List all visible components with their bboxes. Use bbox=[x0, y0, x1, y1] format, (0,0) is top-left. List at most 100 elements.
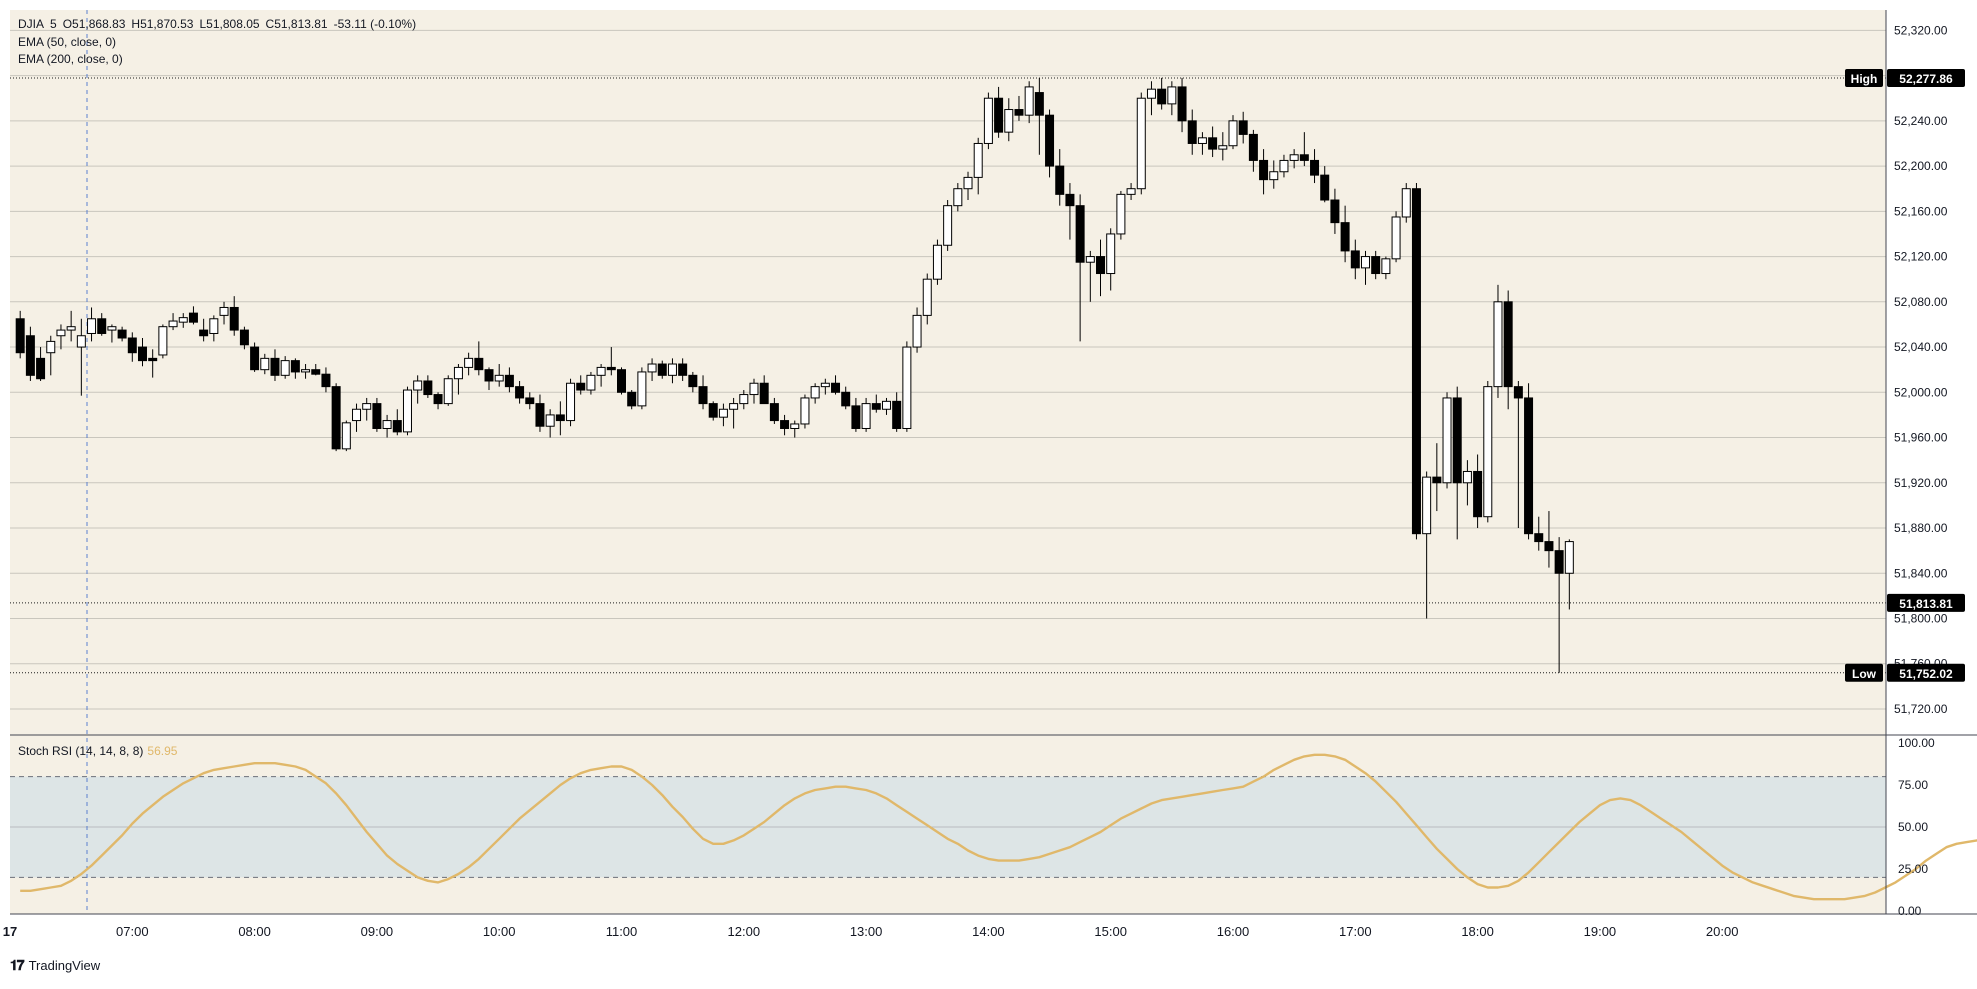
candle[interactable] bbox=[341, 420, 351, 452]
candle[interactable] bbox=[1177, 77, 1187, 133]
candle[interactable] bbox=[1024, 81, 1034, 124]
candle[interactable] bbox=[525, 392, 535, 410]
candle[interactable] bbox=[178, 313, 188, 328]
candle[interactable] bbox=[1524, 383, 1534, 540]
candle[interactable] bbox=[464, 352, 474, 376]
candle[interactable] bbox=[301, 364, 311, 379]
ema50-label[interactable]: EMA (50, close, 0) bbox=[18, 35, 117, 49]
candle[interactable] bbox=[1320, 166, 1330, 203]
candle[interactable] bbox=[708, 401, 718, 421]
candle[interactable] bbox=[87, 307, 97, 342]
candle[interactable] bbox=[1330, 188, 1340, 234]
candle[interactable] bbox=[667, 358, 677, 384]
candle[interactable] bbox=[1116, 190, 1126, 240]
candle[interactable] bbox=[780, 414, 790, 436]
candle[interactable] bbox=[759, 375, 769, 405]
candle[interactable] bbox=[1096, 239, 1106, 297]
candle[interactable] bbox=[413, 375, 423, 404]
candle[interactable] bbox=[1442, 392, 1452, 489]
candle[interactable] bbox=[749, 378, 759, 404]
candle[interactable] bbox=[1340, 205, 1350, 263]
candle[interactable] bbox=[688, 371, 698, 393]
candle[interactable] bbox=[1208, 126, 1218, 158]
candle[interactable] bbox=[973, 137, 983, 195]
candle[interactable] bbox=[586, 371, 596, 395]
candle[interactable] bbox=[25, 326, 35, 381]
candle[interactable] bbox=[810, 383, 820, 404]
candle[interactable] bbox=[1034, 77, 1044, 155]
candle[interactable] bbox=[1146, 81, 1156, 116]
candle[interactable] bbox=[107, 324, 117, 343]
candle[interactable] bbox=[270, 349, 280, 381]
candle[interactable] bbox=[1269, 160, 1279, 189]
candle[interactable] bbox=[647, 358, 657, 381]
candle[interactable] bbox=[362, 397, 372, 421]
candle[interactable] bbox=[15, 310, 25, 359]
candle[interactable] bbox=[66, 310, 76, 342]
candle[interactable] bbox=[953, 183, 963, 212]
candle[interactable] bbox=[739, 390, 749, 410]
candle[interactable] bbox=[831, 375, 841, 395]
candle[interactable] bbox=[1126, 183, 1136, 201]
candle[interactable] bbox=[433, 392, 443, 410]
ema200-legend[interactable]: EMA (200, close, 0) bbox=[18, 52, 129, 66]
candle[interactable] bbox=[627, 390, 637, 410]
candle[interactable] bbox=[321, 367, 331, 393]
stoch-axis[interactable]: 100.00 75.00 50.00 25.00 0.00 bbox=[1898, 736, 1935, 918]
candle[interactable] bbox=[729, 397, 739, 429]
stoch-legend[interactable]: Stoch RSI (14, 14, 8, 8) 56.95 bbox=[18, 744, 177, 758]
candle[interactable] bbox=[1248, 129, 1258, 172]
candle[interactable] bbox=[1401, 183, 1411, 223]
candle[interactable] bbox=[1289, 149, 1299, 169]
symbol-name[interactable]: DJIA bbox=[18, 17, 45, 31]
candle[interactable] bbox=[1493, 284, 1503, 398]
candle[interactable] bbox=[56, 324, 66, 350]
candle[interactable] bbox=[1238, 111, 1248, 144]
candle[interactable] bbox=[769, 397, 779, 424]
candle[interactable] bbox=[596, 364, 606, 387]
candle[interactable] bbox=[943, 200, 953, 251]
symbol-legend[interactable]: DJIA 5 O51,868.83 H51,870.53 L51,808.05 C51,8… bbox=[18, 17, 422, 31]
candle[interactable] bbox=[963, 171, 973, 201]
candle[interactable] bbox=[158, 324, 168, 359]
candle[interactable] bbox=[1381, 256, 1391, 280]
candle[interactable] bbox=[718, 403, 728, 427]
candle[interactable] bbox=[168, 313, 178, 331]
candle[interactable] bbox=[1197, 132, 1207, 155]
candle[interactable] bbox=[790, 420, 800, 438]
candle[interactable] bbox=[1106, 228, 1116, 291]
time-axis[interactable]: 17 07:00 08:00 09:00 10:00 11:00 12:00 13:00 14:… bbox=[3, 924, 1739, 939]
candle[interactable] bbox=[983, 92, 993, 150]
candle[interactable] bbox=[912, 307, 922, 353]
candle[interactable] bbox=[331, 383, 341, 452]
candle[interactable] bbox=[36, 347, 46, 381]
candle[interactable] bbox=[994, 86, 1004, 138]
candle[interactable] bbox=[922, 273, 932, 325]
candle[interactable] bbox=[1513, 380, 1523, 529]
candles[interactable] bbox=[15, 77, 1574, 673]
candle[interactable] bbox=[555, 401, 565, 436]
candle[interactable] bbox=[199, 318, 209, 342]
candle[interactable] bbox=[606, 347, 616, 376]
candle[interactable] bbox=[1218, 132, 1228, 161]
candle[interactable] bbox=[657, 360, 667, 379]
candle[interactable] bbox=[1452, 386, 1462, 540]
candle[interactable] bbox=[617, 367, 626, 395]
candle[interactable] bbox=[1350, 239, 1360, 280]
candle[interactable] bbox=[881, 397, 891, 415]
candle[interactable] bbox=[861, 397, 871, 432]
candle[interactable] bbox=[97, 313, 107, 336]
candle[interactable] bbox=[1075, 194, 1085, 342]
candle[interactable] bbox=[1045, 109, 1055, 178]
candle[interactable] bbox=[1473, 454, 1483, 529]
candle[interactable] bbox=[576, 375, 586, 395]
candle[interactable] bbox=[239, 326, 249, 350]
candle[interactable] bbox=[1259, 149, 1269, 195]
candle[interactable] bbox=[1462, 460, 1472, 506]
candle[interactable] bbox=[1544, 511, 1554, 568]
candle[interactable] bbox=[515, 380, 525, 404]
candle[interactable] bbox=[1564, 539, 1574, 610]
candle[interactable] bbox=[1014, 95, 1024, 121]
candle[interactable] bbox=[698, 375, 708, 410]
candle[interactable] bbox=[1483, 380, 1493, 523]
